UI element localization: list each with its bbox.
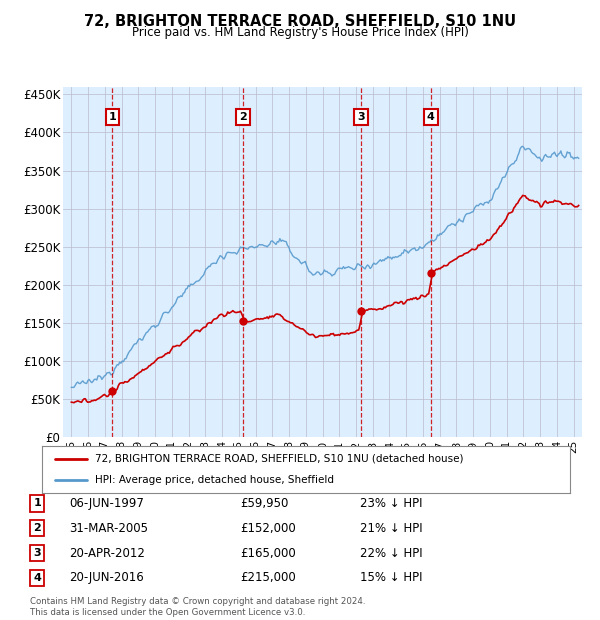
Text: 1: 1 (109, 112, 116, 122)
Text: HPI: Average price, detached house, Sheffield: HPI: Average price, detached house, Shef… (95, 476, 334, 485)
Text: £59,950: £59,950 (240, 497, 289, 510)
Text: Contains HM Land Registry data © Crown copyright and database right 2024.
This d: Contains HM Land Registry data © Crown c… (30, 598, 365, 617)
Text: £165,000: £165,000 (240, 547, 296, 559)
Text: 15% ↓ HPI: 15% ↓ HPI (360, 572, 422, 584)
Text: 3: 3 (357, 112, 365, 122)
Text: 20-JUN-2016: 20-JUN-2016 (69, 572, 144, 584)
Text: 3: 3 (34, 548, 41, 558)
Text: 4: 4 (33, 573, 41, 583)
Text: 1: 1 (34, 498, 41, 508)
Text: 72, BRIGHTON TERRACE ROAD, SHEFFIELD, S10 1NU (detached house): 72, BRIGHTON TERRACE ROAD, SHEFFIELD, S1… (95, 454, 463, 464)
Text: 2: 2 (34, 523, 41, 533)
Text: 22% ↓ HPI: 22% ↓ HPI (360, 547, 422, 559)
Text: £215,000: £215,000 (240, 572, 296, 584)
Text: 20-APR-2012: 20-APR-2012 (69, 547, 145, 559)
Text: 2: 2 (239, 112, 247, 122)
Text: 06-JUN-1997: 06-JUN-1997 (69, 497, 144, 510)
Text: 23% ↓ HPI: 23% ↓ HPI (360, 497, 422, 510)
Text: Price paid vs. HM Land Registry's House Price Index (HPI): Price paid vs. HM Land Registry's House … (131, 26, 469, 39)
Text: 72, BRIGHTON TERRACE ROAD, SHEFFIELD, S10 1NU: 72, BRIGHTON TERRACE ROAD, SHEFFIELD, S1… (84, 14, 516, 29)
Text: 31-MAR-2005: 31-MAR-2005 (69, 522, 148, 534)
Text: 21% ↓ HPI: 21% ↓ HPI (360, 522, 422, 534)
Text: 4: 4 (427, 112, 435, 122)
Text: £152,000: £152,000 (240, 522, 296, 534)
